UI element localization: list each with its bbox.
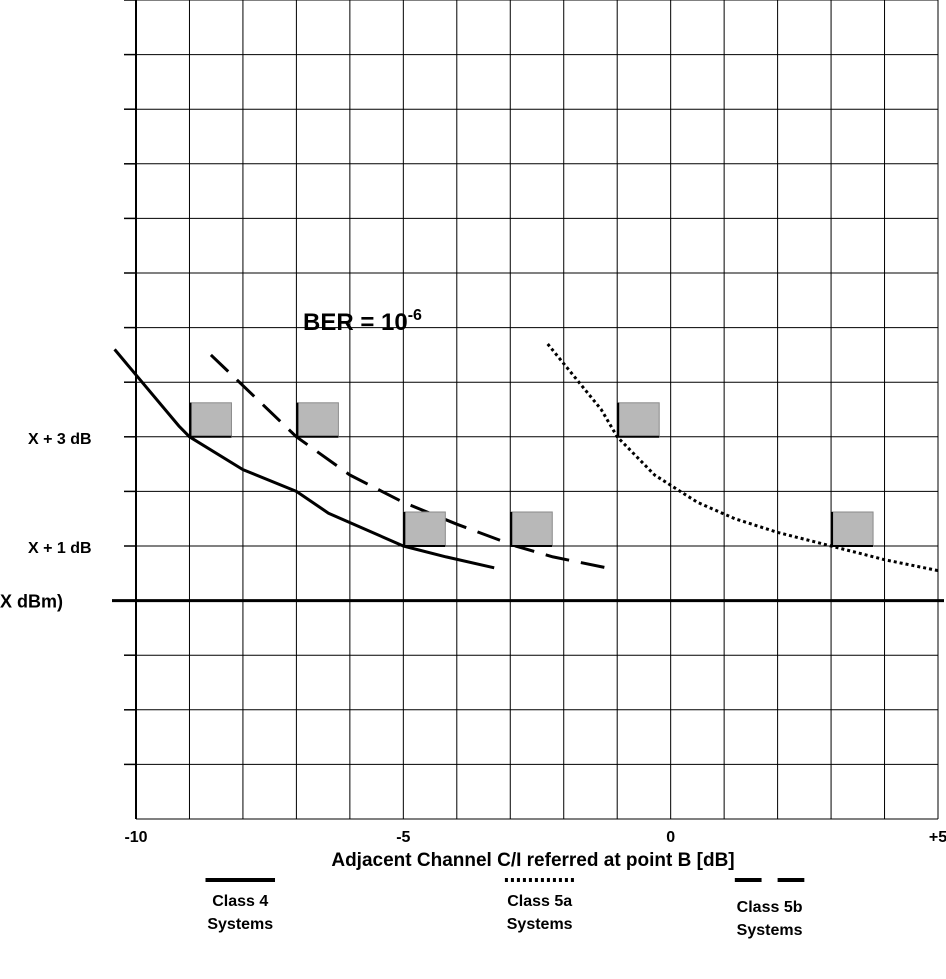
- axes: [112, 0, 944, 819]
- legend-label: Systems: [507, 916, 573, 933]
- legend: Class 4 Systems Class 5a Systems Class 5b Sys…: [205, 878, 805, 939]
- chart-title-base: BER = 10: [303, 309, 408, 336]
- x-tick-label: 0: [666, 829, 675, 846]
- series-dotted-line: [546, 343, 939, 573]
- marker-edge: [831, 512, 874, 547]
- marker-edge: [189, 402, 232, 438]
- legend-label: Class 5a: [507, 893, 572, 910]
- chart-title-exponent: -6: [408, 307, 422, 324]
- marker-square: [296, 402, 339, 438]
- series-solid-line: [113, 348, 495, 570]
- marker-edge: [296, 402, 339, 438]
- marker-edge: [617, 402, 660, 438]
- marker-edge: [403, 512, 446, 547]
- x-axis-label: Adjacent Channel C/I referred at point B…: [331, 850, 734, 871]
- marker-edge: [510, 512, 553, 547]
- legend-label: Systems: [737, 922, 803, 939]
- x-tick-label: +5: [929, 829, 946, 846]
- legend-label: Class 5b: [737, 899, 803, 916]
- y-tick-label: X + 3 dB: [28, 431, 92, 448]
- x-tick-label: -5: [396, 829, 410, 846]
- x-tick-label: -10: [124, 829, 147, 846]
- y-tick-label: X + 1 dB: [28, 540, 92, 557]
- marker-square: [617, 402, 660, 438]
- markers: [189, 402, 874, 547]
- grid: [135, 0, 939, 820]
- legend-label: Class 4: [212, 893, 268, 910]
- marker-square: [510, 511, 553, 547]
- legend-label: Systems: [207, 916, 273, 933]
- marker-square: [403, 511, 446, 547]
- chart-title: BER = 10-6: [303, 307, 422, 336]
- marker-square: [831, 511, 874, 547]
- labels: -10 -5 0 +5 X + 3 dB X + 1 dB X dBm): [0, 431, 946, 846]
- marker-square: [189, 402, 232, 438]
- y-tick-label: X dBm): [0, 592, 63, 612]
